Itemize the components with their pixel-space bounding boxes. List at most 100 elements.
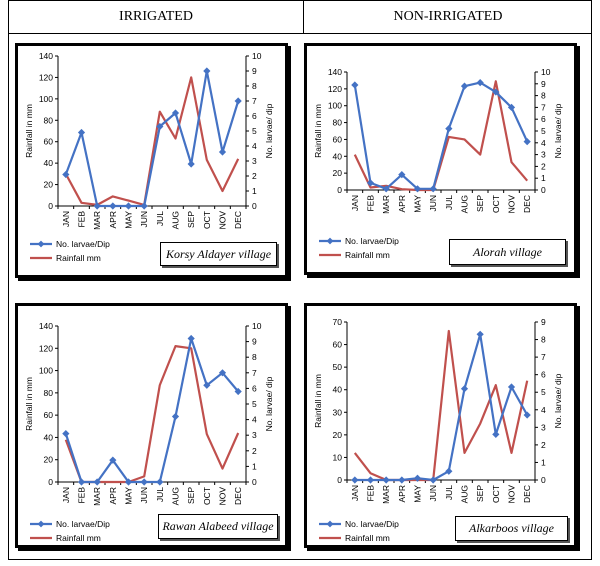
y-tick-label-left: 140 (39, 51, 53, 61)
frame-left (8, 0, 9, 560)
x-tick-label-feb: FEB (366, 195, 376, 212)
y-tick-label-left: 20 (333, 168, 343, 178)
data-point-no-larvae-dip-apr (109, 202, 117, 210)
frame-header-divider (8, 33, 592, 34)
y-tick-label-left: 30 (333, 407, 343, 417)
data-point-no-larvae-dip-aug (460, 82, 469, 90)
chart-panel-rawan-alabeed: 0 20 40 60 80 100 120 140 0 1 2 3 4 5 6 7 8 9 10 JAN FEB MAR A… (15, 303, 288, 548)
y-tick-label-right: 2 (541, 161, 546, 171)
y-tick-label-right: 6 (252, 111, 257, 121)
series-line-rainfall-mm (64, 344, 240, 484)
x-tick-label-sep: SEP (186, 487, 196, 504)
y-tick-label-left: 80 (44, 115, 54, 125)
y-tick-label-right: 10 (541, 67, 551, 77)
y-axis-title-right: No. larvae/ dip (553, 103, 563, 158)
legend-label-no-larvae-dip: No. larvae/Dip (56, 239, 110, 249)
data-point-no-larvae-dip-sep (476, 330, 484, 338)
data-point-no-larvae-dip-oct (203, 67, 211, 75)
data-point-no-larvae-dip-feb (366, 476, 375, 484)
y-tick-label-right: 1 (252, 186, 257, 196)
data-point-no-larvae-dip-jun (140, 202, 148, 210)
y-tick-label-left: 140 (39, 321, 53, 331)
data-point-no-larvae-dip-feb (77, 478, 86, 486)
y-tick-label-left: 20 (44, 455, 54, 465)
data-point-no-larvae-dip-jul (445, 467, 453, 475)
x-tick-label-jun: JUN (139, 211, 149, 228)
x-tick-label-feb: FEB (77, 487, 87, 504)
y-tick-label-right: 1 (252, 461, 257, 471)
y-tick-label-left: 100 (39, 366, 53, 376)
y-tick-label-left: 60 (44, 137, 54, 147)
x-tick-label-aug: AUG (171, 487, 181, 505)
data-point-no-larvae-dip-jul (156, 478, 164, 486)
legend-label-no-larvae-dip: No. larvae/Dip (345, 519, 399, 529)
y-tick-label-right: 8 (541, 335, 546, 345)
y-tick-label-left: 20 (44, 180, 54, 190)
y-tick-label-right: 7 (252, 368, 257, 378)
data-point-no-larvae-dip-feb (366, 179, 375, 187)
frame-middle (303, 0, 304, 34)
x-tick-label-may: MAY (413, 485, 423, 503)
village-label: Alorah village (449, 239, 566, 265)
y-tick-label-left: 80 (44, 388, 54, 398)
legend-label-no-larvae-dip: No. larvae/Dip (345, 236, 399, 246)
data-point-no-larvae-dip-nov (218, 148, 227, 156)
x-tick-label-jan: JAN (61, 211, 71, 227)
data-point-no-larvae-dip-feb (77, 128, 86, 137)
x-tick-label-jun: JUN (139, 487, 149, 504)
legend-marker-no-larvae-dip (326, 237, 334, 245)
legend-label-rainfall-mm: Rainfall mm (56, 533, 101, 543)
data-point-no-larvae-dip-jan (351, 81, 359, 89)
y-tick-label-right: 8 (541, 91, 546, 101)
y-tick-label-left: 0 (337, 185, 342, 195)
y-tick-label-right: 0 (541, 185, 546, 195)
data-point-no-larvae-dip-dec (234, 97, 242, 105)
y-tick-label-right: 10 (252, 321, 262, 331)
series-line-rainfall-mm (353, 329, 529, 482)
x-tick-label-dec: DEC (233, 211, 243, 229)
y-tick-label-right: 6 (541, 114, 546, 124)
x-tick-label-dec: DEC (522, 485, 532, 503)
x-tick-label-jan: JAN (61, 487, 71, 503)
data-point-no-larvae-dip-dec (523, 138, 531, 146)
x-tick-label-oct: OCT (491, 195, 501, 213)
y-tick-label-left: 20 (333, 430, 343, 440)
y-tick-label-left: 60 (333, 340, 343, 350)
legend-label-rainfall-mm: Rainfall mm (345, 250, 390, 260)
y-tick-label-right: 2 (252, 446, 257, 456)
data-point-no-larvae-dip-sep (187, 160, 195, 168)
y-tick-label-right: 0 (541, 475, 546, 485)
chart-panel-korsy-aldayer: 0 20 40 60 80 100 120 140 0 1 2 3 4 5 6 7 8 9 10 JAN FEB MAR A… (15, 43, 288, 278)
data-point-no-larvae-dip-may (124, 202, 133, 210)
y-tick-label-left: 60 (44, 410, 54, 420)
y-tick-label-right: 4 (541, 405, 546, 415)
y-tick-label-right: 7 (541, 102, 546, 112)
y-tick-label-left: 60 (333, 134, 343, 144)
legend-marker-no-larvae-dip (37, 520, 45, 528)
y-tick-label-left: 120 (328, 84, 342, 94)
data-point-no-larvae-dip-jul (445, 125, 453, 133)
y-tick-label-left: 120 (39, 343, 53, 353)
data-point-no-larvae-dip-mar (382, 476, 390, 484)
y-tick-label-right: 0 (252, 477, 257, 487)
y-tick-label-left: 40 (333, 151, 343, 161)
x-tick-label-mar: MAR (381, 195, 391, 214)
x-tick-label-oct: OCT (202, 211, 212, 229)
data-point-no-larvae-dip-jan (351, 476, 359, 484)
x-tick-label-aug: AUG (460, 485, 470, 503)
x-tick-label-jul: JUL (155, 487, 165, 502)
x-tick-label-aug: AUG (460, 195, 470, 213)
x-tick-label-nov: NOV (507, 195, 517, 214)
y-tick-label-right: 9 (541, 317, 546, 327)
x-tick-label-oct: OCT (491, 485, 501, 503)
data-point-no-larvae-dip-nov (507, 103, 516, 111)
y-tick-label-right: 1 (541, 457, 546, 467)
y-tick-label-right: 9 (252, 66, 257, 76)
x-tick-label-sep: SEP (475, 485, 485, 502)
data-point-no-larvae-dip-oct (492, 430, 500, 438)
data-point-no-larvae-dip-may (413, 474, 422, 482)
